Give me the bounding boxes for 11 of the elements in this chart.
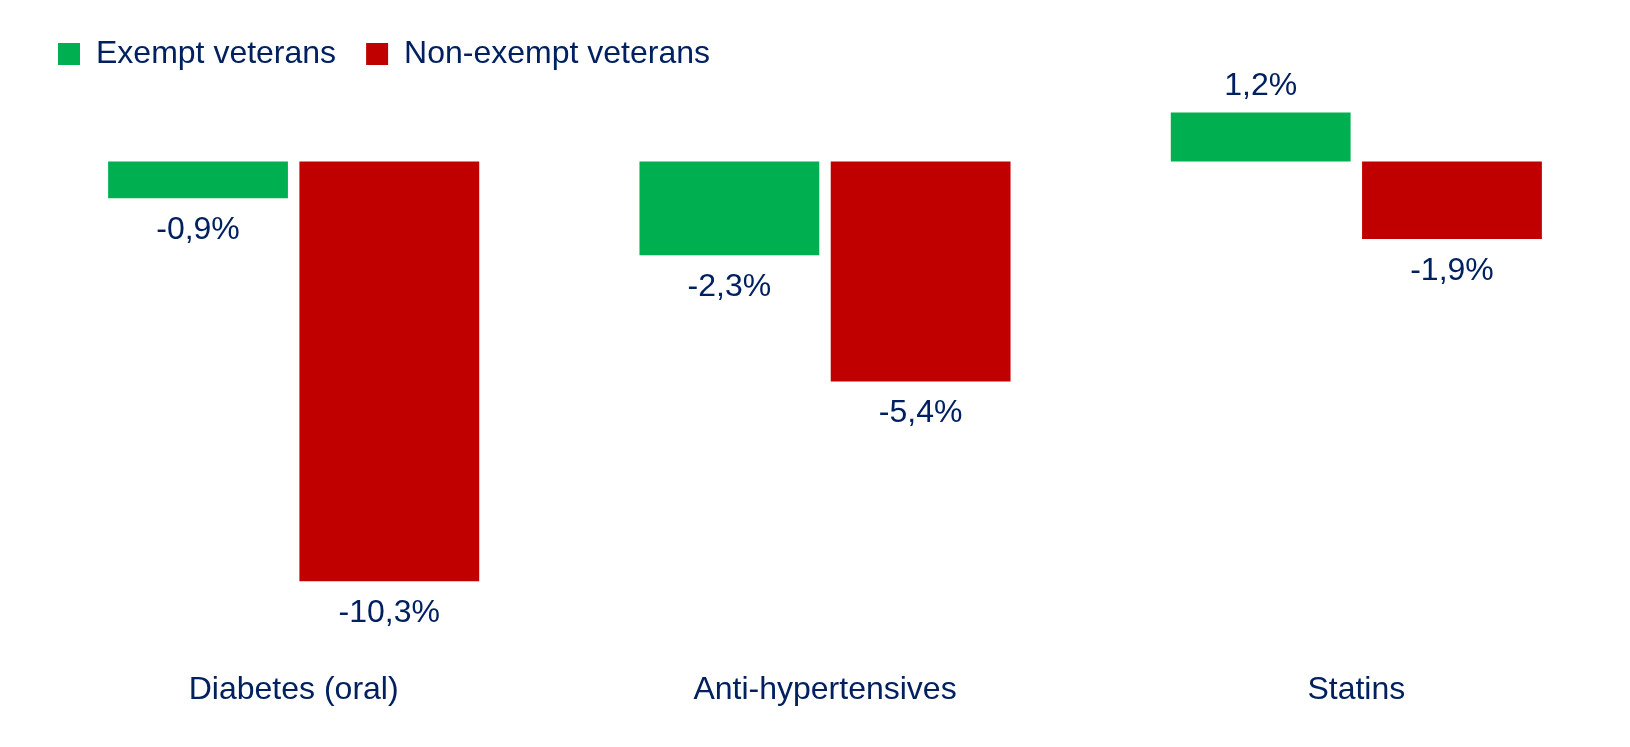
data-label: -1,9% xyxy=(1410,250,1494,287)
data-label: -5,4% xyxy=(878,393,963,430)
data-label: -0,9% xyxy=(156,210,240,247)
legend-label: Exempt veterans xyxy=(96,33,337,70)
x-tick-label: Anti-hypertensives xyxy=(693,669,957,706)
legend-label: Non-exempt veterans xyxy=(404,33,711,70)
x-tick-label: Diabetes (oral) xyxy=(188,669,399,706)
data-label: -10,3% xyxy=(338,593,440,630)
x-tick-label: Statins xyxy=(1307,669,1406,706)
data-label: 1,2% xyxy=(1224,66,1298,103)
data-label: -2,3% xyxy=(687,267,772,304)
